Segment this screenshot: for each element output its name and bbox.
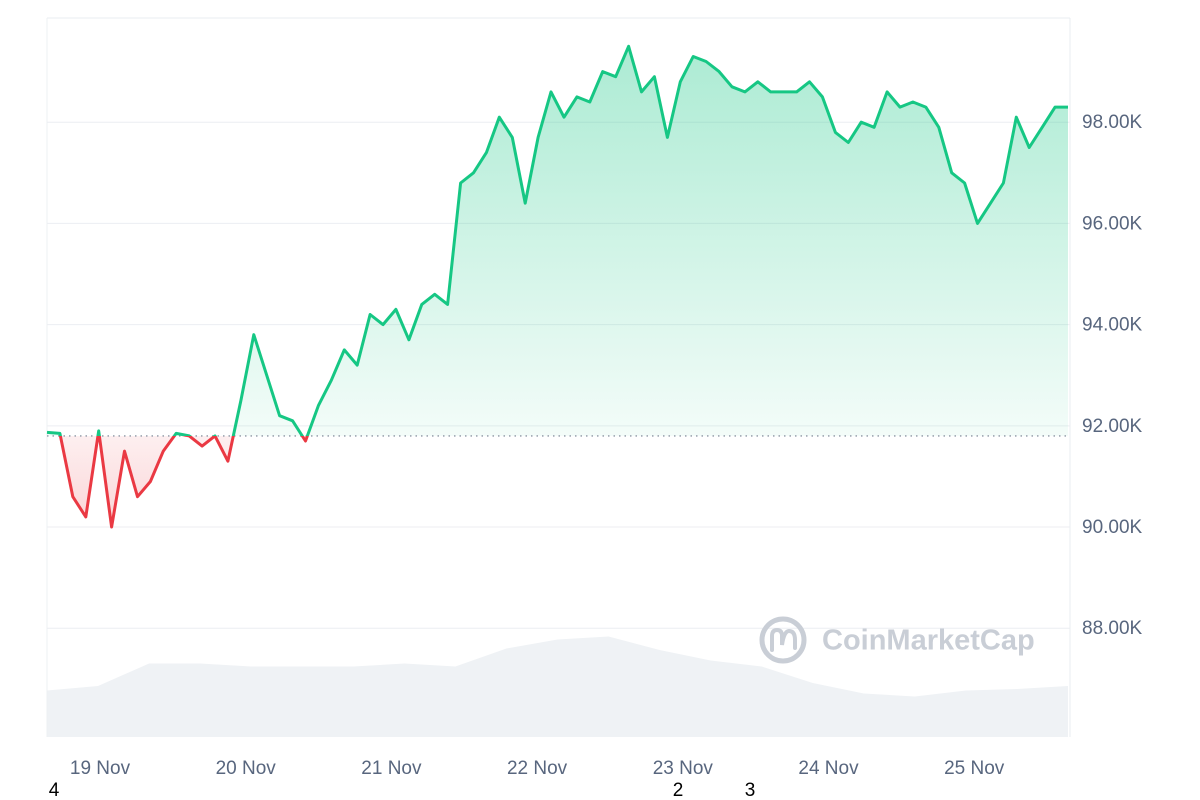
x-tick-label: 23 Nov	[653, 758, 714, 779]
x-tick-label: 22 Nov	[507, 758, 568, 779]
annotation: 4	[49, 780, 60, 800]
x-tick-label: 21 Nov	[361, 758, 422, 779]
x-tick-label: 24 Nov	[798, 758, 859, 779]
annotation: 3	[745, 780, 756, 800]
plot-layer	[46, 44, 1070, 529]
y-tick-label: 94.00K	[1082, 315, 1143, 336]
volume-area	[47, 636, 1068, 737]
y-tick-label: 88.00K	[1082, 618, 1143, 639]
y-tick-label: 90.00K	[1082, 517, 1143, 538]
price-area	[47, 46, 1068, 528]
watermark-text: CoinMarketCap	[822, 625, 1035, 657]
y-tick-label: 98.00K	[1082, 112, 1143, 133]
y-tick-label: 96.00K	[1082, 213, 1143, 234]
x-tick-label: 25 Nov	[944, 758, 1005, 779]
y-tick-label: 92.00K	[1082, 416, 1143, 437]
x-tick-label: 20 Nov	[216, 758, 277, 779]
x-tick-label: 19 Nov	[70, 758, 131, 779]
annotation: 2	[673, 780, 684, 800]
volume-layer	[47, 636, 1068, 737]
price-line	[46, 44, 1068, 529]
watermark: CoinMarketCap	[759, 616, 1035, 664]
